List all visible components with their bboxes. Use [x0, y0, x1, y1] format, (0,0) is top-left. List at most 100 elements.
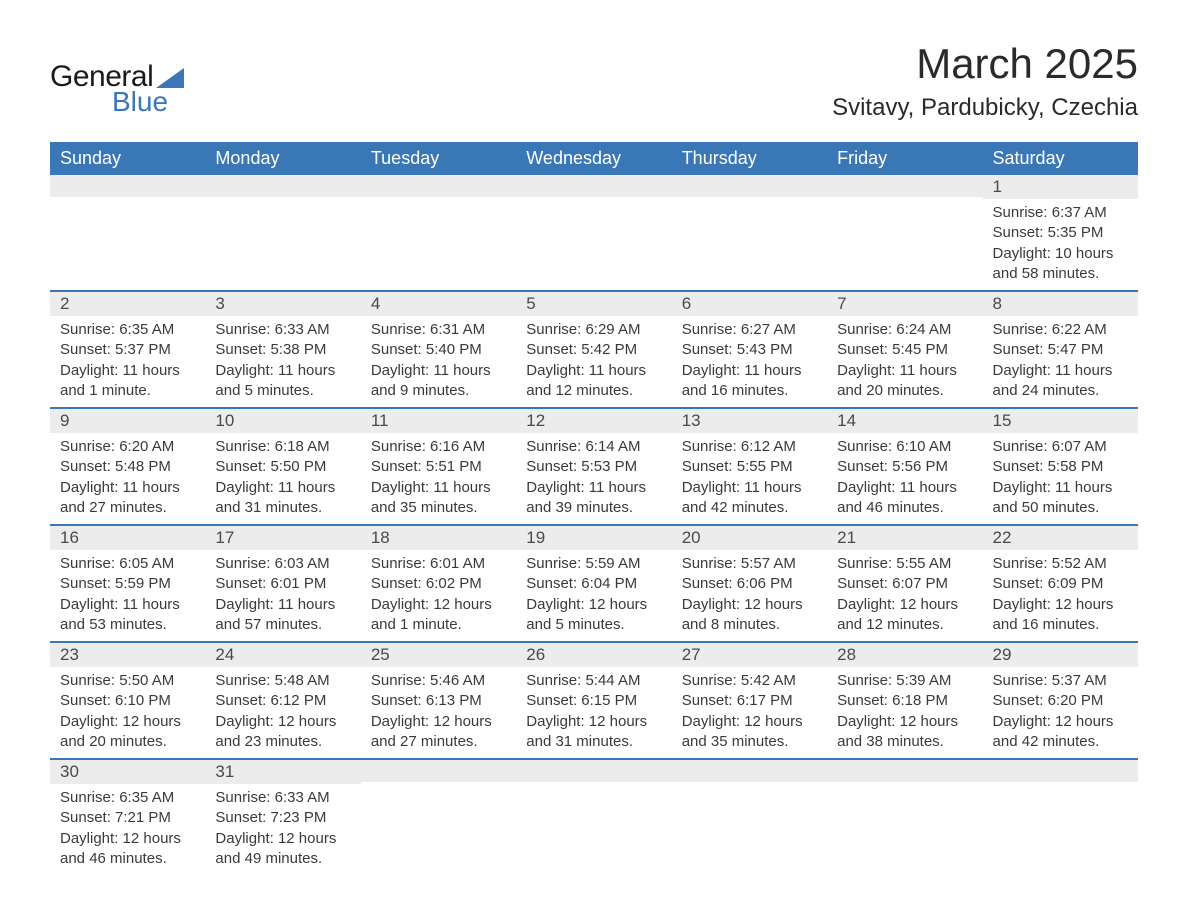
- day-cell: 4Sunrise: 6:31 AMSunset: 5:40 PMDaylight…: [361, 291, 516, 408]
- day-d1: Daylight: 11 hours: [526, 478, 661, 498]
- day-data: Sunrise: 5:50 AMSunset: 6:10 PMDaylight:…: [50, 667, 205, 758]
- day-number: 19: [516, 526, 671, 550]
- day-sunset: Sunset: 5:37 PM: [60, 340, 195, 360]
- day-cell: [983, 759, 1138, 875]
- day-d2: and 42 minutes.: [682, 498, 817, 518]
- month-title: March 2025: [832, 40, 1138, 88]
- day-cell: 3Sunrise: 6:33 AMSunset: 5:38 PMDaylight…: [205, 291, 360, 408]
- day-data: Sunrise: 6:22 AMSunset: 5:47 PMDaylight:…: [983, 316, 1138, 407]
- day-d1: Daylight: 11 hours: [837, 478, 972, 498]
- day-d1: Daylight: 10 hours: [993, 244, 1128, 264]
- day-sunrise: Sunrise: 5:55 AM: [837, 554, 972, 574]
- day-data: Sunrise: 6:35 AMSunset: 5:37 PMDaylight:…: [50, 316, 205, 407]
- day-cell: [672, 759, 827, 875]
- day-data: Sunrise: 6:14 AMSunset: 5:53 PMDaylight:…: [516, 433, 671, 524]
- day-d1: Daylight: 12 hours: [682, 712, 817, 732]
- day-sunrise: Sunrise: 5:46 AM: [371, 671, 506, 691]
- day-d2: and 35 minutes.: [682, 732, 817, 752]
- day-cell: 25Sunrise: 5:46 AMSunset: 6:13 PMDayligh…: [361, 642, 516, 759]
- day-d2: and 42 minutes.: [993, 732, 1128, 752]
- day-d1: Daylight: 11 hours: [215, 478, 350, 498]
- day-number: 4: [361, 292, 516, 316]
- day-cell: 15Sunrise: 6:07 AMSunset: 5:58 PMDayligh…: [983, 408, 1138, 525]
- day-number: 30: [50, 760, 205, 784]
- day-d1: Daylight: 11 hours: [837, 361, 972, 381]
- day-cell: 7Sunrise: 6:24 AMSunset: 5:45 PMDaylight…: [827, 291, 982, 408]
- day-sunrise: Sunrise: 6:29 AM: [526, 320, 661, 340]
- day-d2: and 20 minutes.: [837, 381, 972, 401]
- calendar-body: 1Sunrise: 6:37 AMSunset: 5:35 PMDaylight…: [50, 175, 1138, 875]
- day-d1: Daylight: 12 hours: [371, 712, 506, 732]
- day-d1: Daylight: 12 hours: [993, 712, 1128, 732]
- day-sunset: Sunset: 5:53 PM: [526, 457, 661, 477]
- day-number: [516, 760, 671, 782]
- logo-triangle-icon: [156, 68, 184, 88]
- day-number: [205, 175, 360, 197]
- day-data: Sunrise: 6:10 AMSunset: 5:56 PMDaylight:…: [827, 433, 982, 524]
- day-cell: 6Sunrise: 6:27 AMSunset: 5:43 PMDaylight…: [672, 291, 827, 408]
- day-d2: and 1 minute.: [60, 381, 195, 401]
- day-data: Sunrise: 5:55 AMSunset: 6:07 PMDaylight:…: [827, 550, 982, 641]
- day-header: Wednesday: [516, 142, 671, 175]
- day-d2: and 57 minutes.: [215, 615, 350, 635]
- day-cell: 22Sunrise: 5:52 AMSunset: 6:09 PMDayligh…: [983, 525, 1138, 642]
- day-sunset: Sunset: 7:21 PM: [60, 808, 195, 828]
- day-sunset: Sunset: 6:06 PM: [682, 574, 817, 594]
- day-sunrise: Sunrise: 6:33 AM: [215, 788, 350, 808]
- day-cell: 30Sunrise: 6:35 AMSunset: 7:21 PMDayligh…: [50, 759, 205, 875]
- day-d1: Daylight: 12 hours: [526, 595, 661, 615]
- day-data: [361, 782, 516, 860]
- day-sunrise: Sunrise: 6:01 AM: [371, 554, 506, 574]
- day-cell: [205, 175, 360, 291]
- day-data: [205, 197, 360, 275]
- day-d1: Daylight: 11 hours: [215, 361, 350, 381]
- day-data: Sunrise: 6:07 AMSunset: 5:58 PMDaylight:…: [983, 433, 1138, 524]
- calendar-table: SundayMondayTuesdayWednesdayThursdayFrid…: [50, 142, 1138, 875]
- day-cell: 17Sunrise: 6:03 AMSunset: 6:01 PMDayligh…: [205, 525, 360, 642]
- day-sunset: Sunset: 5:40 PM: [371, 340, 506, 360]
- day-data: Sunrise: 6:05 AMSunset: 5:59 PMDaylight:…: [50, 550, 205, 641]
- day-d1: Daylight: 11 hours: [60, 361, 195, 381]
- day-sunrise: Sunrise: 5:44 AM: [526, 671, 661, 691]
- day-data: Sunrise: 6:27 AMSunset: 5:43 PMDaylight:…: [672, 316, 827, 407]
- day-sunrise: Sunrise: 6:22 AM: [993, 320, 1128, 340]
- day-sunset: Sunset: 6:07 PM: [837, 574, 972, 594]
- day-number: 27: [672, 643, 827, 667]
- day-number: [827, 760, 982, 782]
- day-cell: [516, 175, 671, 291]
- day-data: Sunrise: 6:03 AMSunset: 6:01 PMDaylight:…: [205, 550, 360, 641]
- day-header: Sunday: [50, 142, 205, 175]
- day-sunrise: Sunrise: 6:35 AM: [60, 320, 195, 340]
- day-d1: Daylight: 11 hours: [993, 478, 1128, 498]
- day-d2: and 8 minutes.: [682, 615, 817, 635]
- day-cell: 27Sunrise: 5:42 AMSunset: 6:17 PMDayligh…: [672, 642, 827, 759]
- day-d2: and 23 minutes.: [215, 732, 350, 752]
- day-d1: Daylight: 12 hours: [837, 595, 972, 615]
- header: General Blue March 2025 Svitavy, Pardubi…: [50, 40, 1138, 122]
- day-number: 29: [983, 643, 1138, 667]
- day-d2: and 27 minutes.: [371, 732, 506, 752]
- day-d2: and 20 minutes.: [60, 732, 195, 752]
- day-data: Sunrise: 6:01 AMSunset: 6:02 PMDaylight:…: [361, 550, 516, 641]
- day-number: 13: [672, 409, 827, 433]
- day-number: 18: [361, 526, 516, 550]
- day-data: Sunrise: 5:46 AMSunset: 6:13 PMDaylight:…: [361, 667, 516, 758]
- day-d2: and 39 minutes.: [526, 498, 661, 518]
- day-number: [983, 760, 1138, 782]
- day-d2: and 50 minutes.: [993, 498, 1128, 518]
- day-d2: and 53 minutes.: [60, 615, 195, 635]
- day-cell: 18Sunrise: 6:01 AMSunset: 6:02 PMDayligh…: [361, 525, 516, 642]
- day-data: [50, 197, 205, 275]
- logo: General Blue: [50, 60, 184, 118]
- day-data: [516, 782, 671, 860]
- day-number: 10: [205, 409, 360, 433]
- day-cell: 9Sunrise: 6:20 AMSunset: 5:48 PMDaylight…: [50, 408, 205, 525]
- day-d2: and 46 minutes.: [60, 849, 195, 869]
- day-data: [672, 782, 827, 860]
- day-number: 1: [983, 175, 1138, 199]
- day-cell: 26Sunrise: 5:44 AMSunset: 6:15 PMDayligh…: [516, 642, 671, 759]
- day-sunset: Sunset: 5:48 PM: [60, 457, 195, 477]
- day-d1: Daylight: 12 hours: [993, 595, 1128, 615]
- day-data: Sunrise: 5:52 AMSunset: 6:09 PMDaylight:…: [983, 550, 1138, 641]
- day-cell: 5Sunrise: 6:29 AMSunset: 5:42 PMDaylight…: [516, 291, 671, 408]
